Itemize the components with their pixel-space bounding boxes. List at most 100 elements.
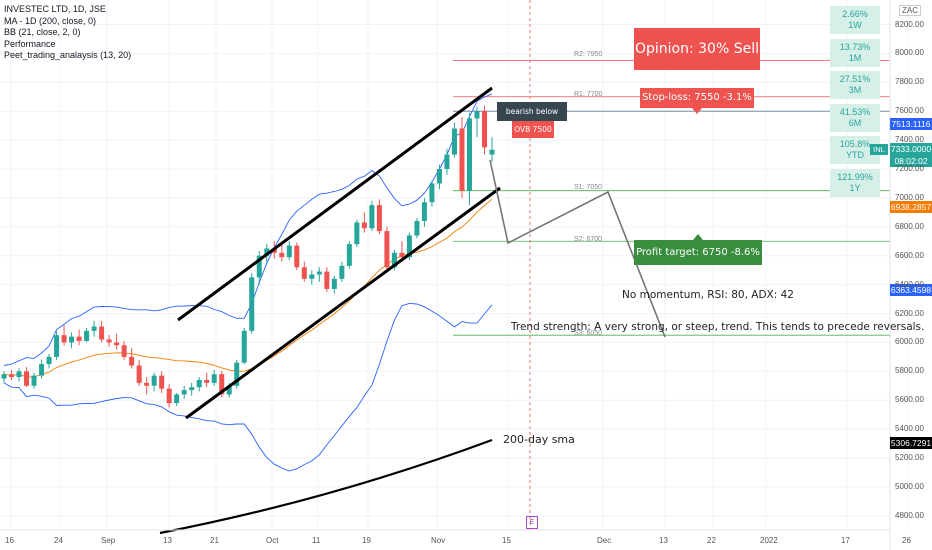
- price-tick-label: 8200.00: [895, 19, 924, 29]
- candle-body: [294, 245, 300, 268]
- candle-body: [144, 382, 150, 386]
- candle-body: [406, 235, 412, 258]
- performance-period: 1M: [848, 52, 862, 63]
- price-tick-label: 8000.00: [895, 48, 924, 58]
- pivot-r2: R2: 7950: [574, 51, 603, 58]
- time-tick-label: 15: [502, 536, 511, 545]
- candle-body: [84, 330, 90, 341]
- drawings: [159, 86, 666, 535]
- countdown-tag: 08:02:02: [890, 155, 932, 167]
- bb-lower-line: [3, 302, 493, 472]
- bollinger-bands: [3, 93, 493, 472]
- time-tick-label: 22: [707, 536, 716, 545]
- candle-body: [196, 379, 202, 388]
- trend-note: Trend strength: A very strong, or steep,…: [511, 321, 925, 333]
- candle-body: [264, 248, 270, 256]
- candle-body: [9, 374, 15, 378]
- candle-body: [466, 118, 472, 191]
- performance-cell: 27.51% 3M: [830, 71, 880, 99]
- channel-lower-line: [185, 186, 501, 420]
- candle-body: [151, 375, 157, 386]
- candle-body: [361, 222, 367, 229]
- legend-perf[interactable]: Performance: [4, 38, 56, 49]
- price-tick-label: 6600.00: [895, 250, 924, 260]
- time-tick-label: 17: [841, 536, 850, 545]
- legend-custom[interactable]: Peet_trading_analaysis (13, 20): [4, 50, 132, 60]
- legend: INVESTEC LTD, 1D, JSE MA - 1D (200, clos…: [4, 4, 131, 62]
- performance-period: YTD: [846, 150, 864, 160]
- time-tick-label: Sep: [101, 536, 116, 545]
- momentum-note: No momentum, RSI: 80, ADX: 42: [622, 289, 794, 301]
- candle-body: [234, 362, 240, 386]
- pivot-s3: S3: 6050: [574, 330, 603, 337]
- channel-upper-line: [177, 86, 493, 322]
- candle-body: [189, 387, 195, 391]
- price-tick-label: 5600.00: [895, 395, 924, 405]
- price-tick-label: 5800.00: [895, 366, 924, 376]
- candle-body: [69, 336, 75, 343]
- candle-body: [159, 375, 165, 389]
- candle-body: [219, 374, 225, 395]
- ovb-label: OVB 7500: [512, 121, 554, 138]
- candle-body: [136, 365, 142, 383]
- candle-body: [256, 255, 262, 278]
- event-marker[interactable]: E: [526, 516, 538, 529]
- candle-body: [31, 375, 37, 386]
- candle-body: [414, 221, 420, 236]
- price-tick-label: 5000.00: [895, 481, 924, 491]
- candle-body: [61, 335, 67, 343]
- legend-ma[interactable]: MA - 1D (200, close, 0): [4, 15, 97, 26]
- time-tick-label: 13: [163, 536, 172, 545]
- candle-body: [391, 252, 397, 268]
- candle-body: [226, 385, 232, 395]
- sma-200-line: [159, 438, 493, 535]
- price-tick-label: 7600.00: [895, 106, 924, 116]
- performance-pct: 105.8%: [839, 139, 871, 149]
- candle-body: [421, 202, 427, 222]
- time-tick-label: Dec: [597, 536, 612, 545]
- bearish-label: bearish below 7600: [497, 102, 567, 135]
- candle-body: [481, 111, 487, 148]
- middle-band-tag: 6938.2857: [890, 201, 932, 213]
- performance-cell: 13.73% 1M: [830, 38, 880, 67]
- price-tick-label: 7200.00: [895, 164, 924, 173]
- time-tick-label: 24: [54, 536, 63, 545]
- sma-label: 200-day sma: [503, 433, 575, 446]
- candle-body: [166, 388, 172, 404]
- candle-body: [459, 128, 465, 191]
- candle-body: [489, 149, 495, 155]
- pivot-r1: R1: 7700: [574, 91, 603, 98]
- candle-body: [369, 205, 375, 229]
- price-tick-label: 6800.00: [895, 221, 924, 231]
- candle-body: [16, 371, 22, 378]
- performance-cell: 121.99% 1Y: [830, 168, 880, 197]
- candle-body: [279, 252, 285, 258]
- time-tick-label: 19: [362, 536, 371, 545]
- candle-body: [174, 394, 180, 404]
- price-tick-label: 7400.00: [895, 135, 924, 145]
- profit-target-box: Profit target: 6750 -8.6%: [634, 240, 762, 265]
- time-tick-label: Oct: [266, 536, 279, 545]
- candle-body: [54, 335, 60, 357]
- candle-body: [249, 277, 255, 331]
- legend-symbol[interactable]: INVESTEC LTD, 1D, JSE: [4, 4, 106, 14]
- candle-body: [331, 278, 337, 289]
- candle-body: [324, 271, 330, 289]
- performance-cell: 41.53% 6M: [830, 103, 880, 132]
- profit-pointer: [693, 234, 703, 240]
- performance-cell: 2.66% 1W: [830, 6, 880, 34]
- candle-body: [99, 326, 105, 340]
- candle-body: [211, 374, 217, 383]
- price-tick-label: 6200.00: [895, 308, 924, 318]
- candle-body: [384, 231, 390, 268]
- currency-label[interactable]: ZAC: [899, 5, 921, 16]
- candle-body: [451, 128, 457, 155]
- candle-body: [286, 245, 292, 258]
- time-tick-label: 13: [659, 536, 668, 545]
- candle-body: [444, 154, 450, 169]
- price-tick-label: 5200.00: [895, 453, 924, 462]
- candle-body: [181, 390, 187, 395]
- legend-bb[interactable]: BB (21, close, 2, 0): [4, 27, 81, 37]
- candle-body: [91, 326, 97, 331]
